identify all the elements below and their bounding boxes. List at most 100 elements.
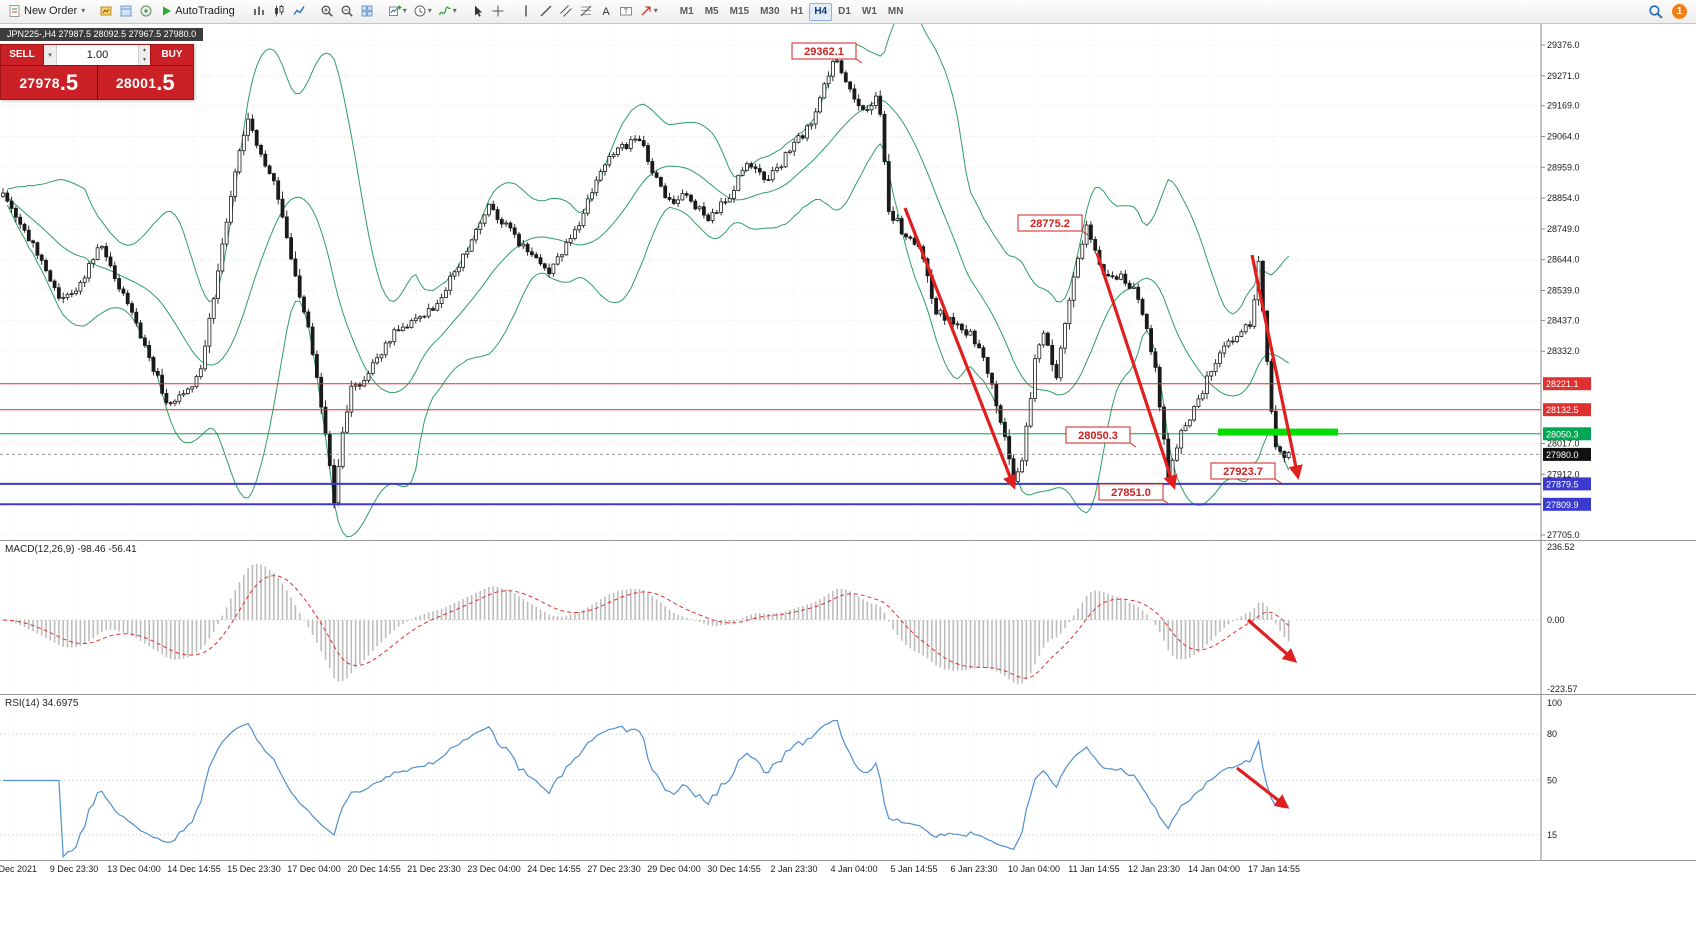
- search-icon[interactable]: [1645, 2, 1666, 22]
- trend-arrow-1[interactable]: [903, 207, 1017, 490]
- data-window-icon: [120, 5, 132, 16]
- new-order-button-label: New Order: [24, 4, 78, 17]
- bars-icon: [253, 6, 264, 15]
- price-callout-27923.7[interactable]: 27923.7: [1210, 462, 1282, 484]
- svg-text:27980.0: 27980.0: [1546, 450, 1579, 460]
- time-label: 5 Jan 14:55: [890, 864, 938, 874]
- svg-text:50: 50: [1547, 776, 1557, 786]
- trendline-button[interactable]: [536, 1, 556, 21]
- label-icon: T: [619, 6, 632, 15]
- data-window-icon[interactable]: [116, 1, 136, 21]
- trendline-icon: [540, 4, 552, 17]
- timeframe-M15-button[interactable]: M15: [729, 5, 750, 17]
- time-label: 6 Jan 23:30: [950, 864, 998, 874]
- svg-text:28854.0: 28854.0: [1547, 193, 1580, 203]
- symbol-info-bar: JPN225-,H4 27987.5 28092.5 27967.5 27980…: [0, 28, 204, 41]
- autotrading-button[interactable]: AutoTrading: [156, 1, 241, 21]
- volume-dropdown-caret[interactable]: ▾: [44, 45, 57, 65]
- time-label: 20 Dec 14:55: [347, 864, 401, 874]
- price-axis-label-27809.9: 27809.9: [1543, 497, 1591, 511]
- buy-price[interactable]: 28001.5: [97, 66, 193, 99]
- trend-arrow-3[interactable]: [1250, 254, 1303, 480]
- bollinger-bands[interactable]: [6, 24, 1290, 538]
- zoom-out-button[interactable]: [337, 1, 357, 21]
- price-callout-28050.3[interactable]: 28050.3: [1065, 426, 1137, 448]
- buy-button[interactable]: BUY: [151, 45, 193, 65]
- tile-icon: [361, 5, 373, 16]
- market-watch-icon: [100, 6, 112, 15]
- line-chart-type-button[interactable]: [289, 1, 309, 21]
- svg-text:27923.7: 27923.7: [1223, 466, 1263, 478]
- rsi-panel[interactable]: 100 80 50 15 RSI(14) 34.6975: [0, 695, 1696, 861]
- volume-control: ▾ ▲▼: [43, 45, 151, 65]
- toolbar: New Order ▾ AutoTrading ▾ ▾ ▾ A T ▾ M1 M5 M15 M30 H1…: [0, 0, 1696, 24]
- svg-text:28539.0: 28539.0: [1547, 286, 1580, 296]
- price-callout-28775.2[interactable]: 28775.2: [1017, 214, 1089, 236]
- sell-button[interactable]: SELL: [1, 45, 43, 65]
- price-axis: 29376.0 29271.0 29169.0 29064.0 28959.0 28854…: [1540, 24, 1591, 541]
- timeframe-H1-button[interactable]: H1: [790, 5, 804, 17]
- timeframe-W1-button[interactable]: W1: [861, 5, 877, 17]
- price-axis-label-28132.5: 28132.5: [1543, 403, 1591, 417]
- notification-badge[interactable]: 1: [1672, 4, 1687, 19]
- time-label: 9 Dec 23:30: [49, 864, 99, 874]
- navigator-icon[interactable]: [136, 1, 156, 21]
- sell-price[interactable]: 27978.5: [1, 66, 98, 99]
- svg-text:A: A: [602, 6, 610, 18]
- time-label: 21 Dec 23:30: [407, 864, 461, 874]
- timeframe-MN-button[interactable]: MN: [887, 5, 904, 17]
- new-chart-button[interactable]: ▾: [385, 1, 410, 21]
- time-label: 24 Dec 14:55: [527, 864, 581, 874]
- candlestick-type-button[interactable]: [269, 1, 289, 21]
- cursor-button[interactable]: [468, 1, 488, 21]
- time-label: 12 Jan 23:30: [1127, 864, 1181, 874]
- price-callout-27851.0[interactable]: 27851.0: [1098, 483, 1170, 505]
- crosshair-button[interactable]: [488, 1, 508, 21]
- buy-price-pips: .5: [156, 69, 175, 95]
- green-level-marker[interactable]: [1218, 428, 1338, 436]
- price-callout-29362.1[interactable]: 29362.1: [791, 42, 863, 64]
- spinner-up-icon[interactable]: ▲: [142, 47, 147, 53]
- new-order-icon: [9, 4, 20, 17]
- time-label: 8 Dec 2021: [0, 864, 38, 874]
- zoom-out-icon: [341, 5, 353, 17]
- macd-panel[interactable]: 236.52 0.00 -223.57 MACD(12,26,9) -98.46 -5…: [0, 541, 1696, 695]
- new-order-button[interactable]: New Order ▾: [5, 1, 88, 21]
- volume-input[interactable]: [57, 45, 138, 65]
- bar-chart-type-button[interactable]: [249, 1, 269, 21]
- trend-arrows[interactable]: [903, 207, 1303, 490]
- rsi-trend-arrow[interactable]: [1236, 766, 1290, 809]
- profiles-button[interactable]: ▾: [410, 1, 435, 21]
- price-chart[interactable]: 29362.1 28775.2 28050.3 27851.0 27923.7 29376…: [0, 24, 1696, 541]
- rsi-line: [3, 719, 1289, 859]
- label-button[interactable]: T: [616, 1, 636, 21]
- timeframe-M5-button[interactable]: M5: [704, 5, 719, 17]
- timeframe-H4-button[interactable]: H4: [809, 2, 833, 21]
- timeframe-M1-button[interactable]: M1: [679, 5, 694, 17]
- spinner-down-icon[interactable]: ▼: [142, 57, 147, 63]
- channel-icon: [559, 4, 572, 17]
- channel-button[interactable]: [556, 1, 576, 21]
- price-axis-label-28221.1: 28221.1: [1543, 377, 1591, 391]
- market-watch-icon[interactable]: [96, 1, 116, 21]
- macd-trend-arrow[interactable]: [1246, 618, 1298, 663]
- price-axis-label-27980.0: 27980.0: [1543, 447, 1591, 461]
- text-button[interactable]: A: [596, 1, 616, 21]
- indicators-button[interactable]: ▾: [435, 1, 460, 21]
- trend-arrow-2[interactable]: [1095, 252, 1178, 490]
- time-axis[interactable]: 8 Dec 2021 9 Dec 23:30 13 Dec 04:00 14 Dec …: [0, 861, 1696, 881]
- time-label: 27 Dec 23:30: [587, 864, 641, 874]
- tile-windows-button[interactable]: [357, 1, 377, 21]
- volume-spinner[interactable]: ▲ ▼: [138, 45, 150, 65]
- time-label: 11 Jan 14:55: [1068, 864, 1120, 874]
- vertical-line-button[interactable]: [516, 1, 536, 21]
- arrows-button[interactable]: ▾: [636, 1, 661, 21]
- svg-text:28050.3: 28050.3: [1546, 429, 1579, 439]
- fibonacci-button[interactable]: [576, 1, 596, 21]
- svg-text:29271.0: 29271.0: [1547, 71, 1580, 81]
- zoom-in-button[interactable]: [317, 1, 337, 21]
- timeframe-M30-button[interactable]: M30: [760, 5, 780, 17]
- svg-text:29376.0: 29376.0: [1547, 40, 1580, 50]
- timeframe-D1-button[interactable]: D1: [838, 5, 851, 17]
